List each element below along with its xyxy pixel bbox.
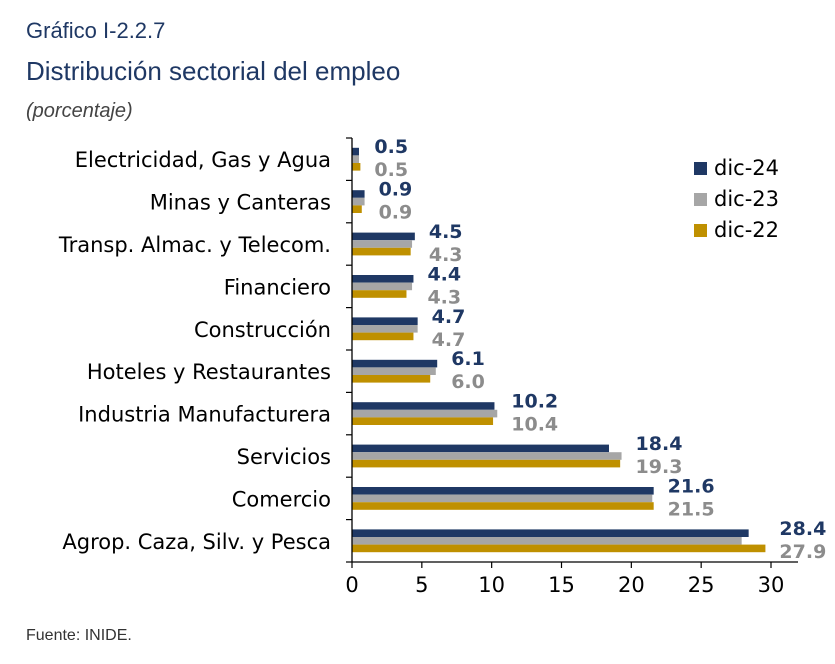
bar-dic-22 xyxy=(352,544,766,553)
data-label-dic-23: 4.7 xyxy=(432,329,466,351)
x-tick-label: 20 xyxy=(618,573,645,597)
legend-swatch-dic-22 xyxy=(694,224,707,237)
data-label-dic-23: 4.3 xyxy=(427,286,461,308)
bar-dic-24 xyxy=(352,275,414,283)
data-label-dic-23: 0.9 xyxy=(379,202,413,224)
data-label-dic-24: 4.7 xyxy=(432,306,466,328)
x-tick-label: 25 xyxy=(688,573,715,597)
data-label-dic-24: 21.6 xyxy=(668,475,715,497)
data-label-dic-23: 4.3 xyxy=(429,244,463,266)
data-label-dic-24: 4.4 xyxy=(427,263,461,285)
category-label: Financiero xyxy=(224,275,331,299)
legend-label: dic-22 xyxy=(714,218,779,242)
data-label-dic-24: 4.5 xyxy=(429,221,463,243)
bar-dic-23 xyxy=(352,494,653,503)
category-label: Industria Manufacturera xyxy=(78,403,331,427)
bar-dic-24 xyxy=(352,402,495,410)
data-label-dic-24: 28.4 xyxy=(779,518,826,540)
bar-dic-24 xyxy=(352,529,749,537)
legend-label: dic-24 xyxy=(714,156,779,180)
category-label: Transp. Almac. y Telecom. xyxy=(58,233,331,257)
x-tick-label: 30 xyxy=(758,573,785,597)
data-label-dic-23: 0.5 xyxy=(374,159,408,181)
data-label-dic-24: 6.1 xyxy=(451,348,485,370)
bar-dic-22 xyxy=(352,375,431,383)
bar-dic-23 xyxy=(352,409,498,418)
bar-dic-24 xyxy=(352,359,438,368)
chart-title: Distribución sectorial del empleo xyxy=(26,56,401,86)
x-tick-label: 5 xyxy=(415,573,428,597)
data-label-dic-23: 19.3 xyxy=(636,456,683,478)
legend-swatch-dic-24 xyxy=(694,162,707,175)
bar-dic-22 xyxy=(352,205,362,213)
category-label: Hoteles y Restaurantes xyxy=(87,360,331,384)
bar-dic-22 xyxy=(352,502,654,510)
bar-dic-22 xyxy=(352,459,621,468)
bar-dic-22 xyxy=(352,163,361,171)
bar-dic-24 xyxy=(352,232,415,241)
bar-dic-24 xyxy=(352,444,609,453)
data-label-dic-23: 27.9 xyxy=(779,541,826,563)
figure-label: Gráfico I-2.2.7 xyxy=(26,18,166,43)
bar-dic-24 xyxy=(352,487,654,495)
category-label: Comercio xyxy=(232,487,331,511)
bar-chart: Electricidad, Gas y Agua 0.50.5 Minas y Ca… xyxy=(58,136,826,597)
bar-dic-23 xyxy=(352,452,622,460)
data-label-dic-23: 10.4 xyxy=(511,414,558,436)
bar-dic-22 xyxy=(352,332,414,341)
x-tick-label: 15 xyxy=(548,573,575,597)
category-label: Electricidad, Gas y Agua xyxy=(75,148,331,172)
category-label: Minas y Canteras xyxy=(150,191,331,215)
bar-dic-22 xyxy=(352,290,407,298)
bar-dic-23 xyxy=(352,282,413,291)
bar-dic-23 xyxy=(352,240,413,248)
x-tick-label: 10 xyxy=(478,573,505,597)
bar-dic-23 xyxy=(352,155,359,163)
bar-dic-22 xyxy=(352,247,411,256)
bar-dic-23 xyxy=(352,537,742,545)
bar-dic-23 xyxy=(352,197,365,206)
data-label-dic-23: 6.0 xyxy=(451,371,485,393)
chart-unit: (porcentaje) xyxy=(26,100,133,122)
bar-dic-24 xyxy=(352,317,418,325)
bar-dic-22 xyxy=(352,417,494,425)
data-label-dic-24: 0.5 xyxy=(374,136,408,158)
bar-dic-23 xyxy=(352,325,418,333)
data-label-dic-23: 21.5 xyxy=(668,498,715,520)
legend-label: dic-23 xyxy=(714,187,779,211)
source-note: Fuente: INIDE. xyxy=(26,627,132,644)
category-label: Servicios xyxy=(237,445,331,469)
bar-dic-24 xyxy=(352,190,365,198)
x-tick-label: 0 xyxy=(345,573,358,597)
data-label-dic-24: 10.2 xyxy=(511,391,558,413)
category-label: Construcción xyxy=(194,318,331,342)
data-label-dic-24: 18.4 xyxy=(636,433,683,455)
bar-dic-24 xyxy=(352,147,359,156)
data-label-dic-24: 0.9 xyxy=(379,179,413,201)
category-label: Agrop. Caza, Silv. y Pesca xyxy=(62,530,331,554)
bar-dic-23 xyxy=(352,367,436,375)
legend-swatch-dic-23 xyxy=(694,193,707,206)
